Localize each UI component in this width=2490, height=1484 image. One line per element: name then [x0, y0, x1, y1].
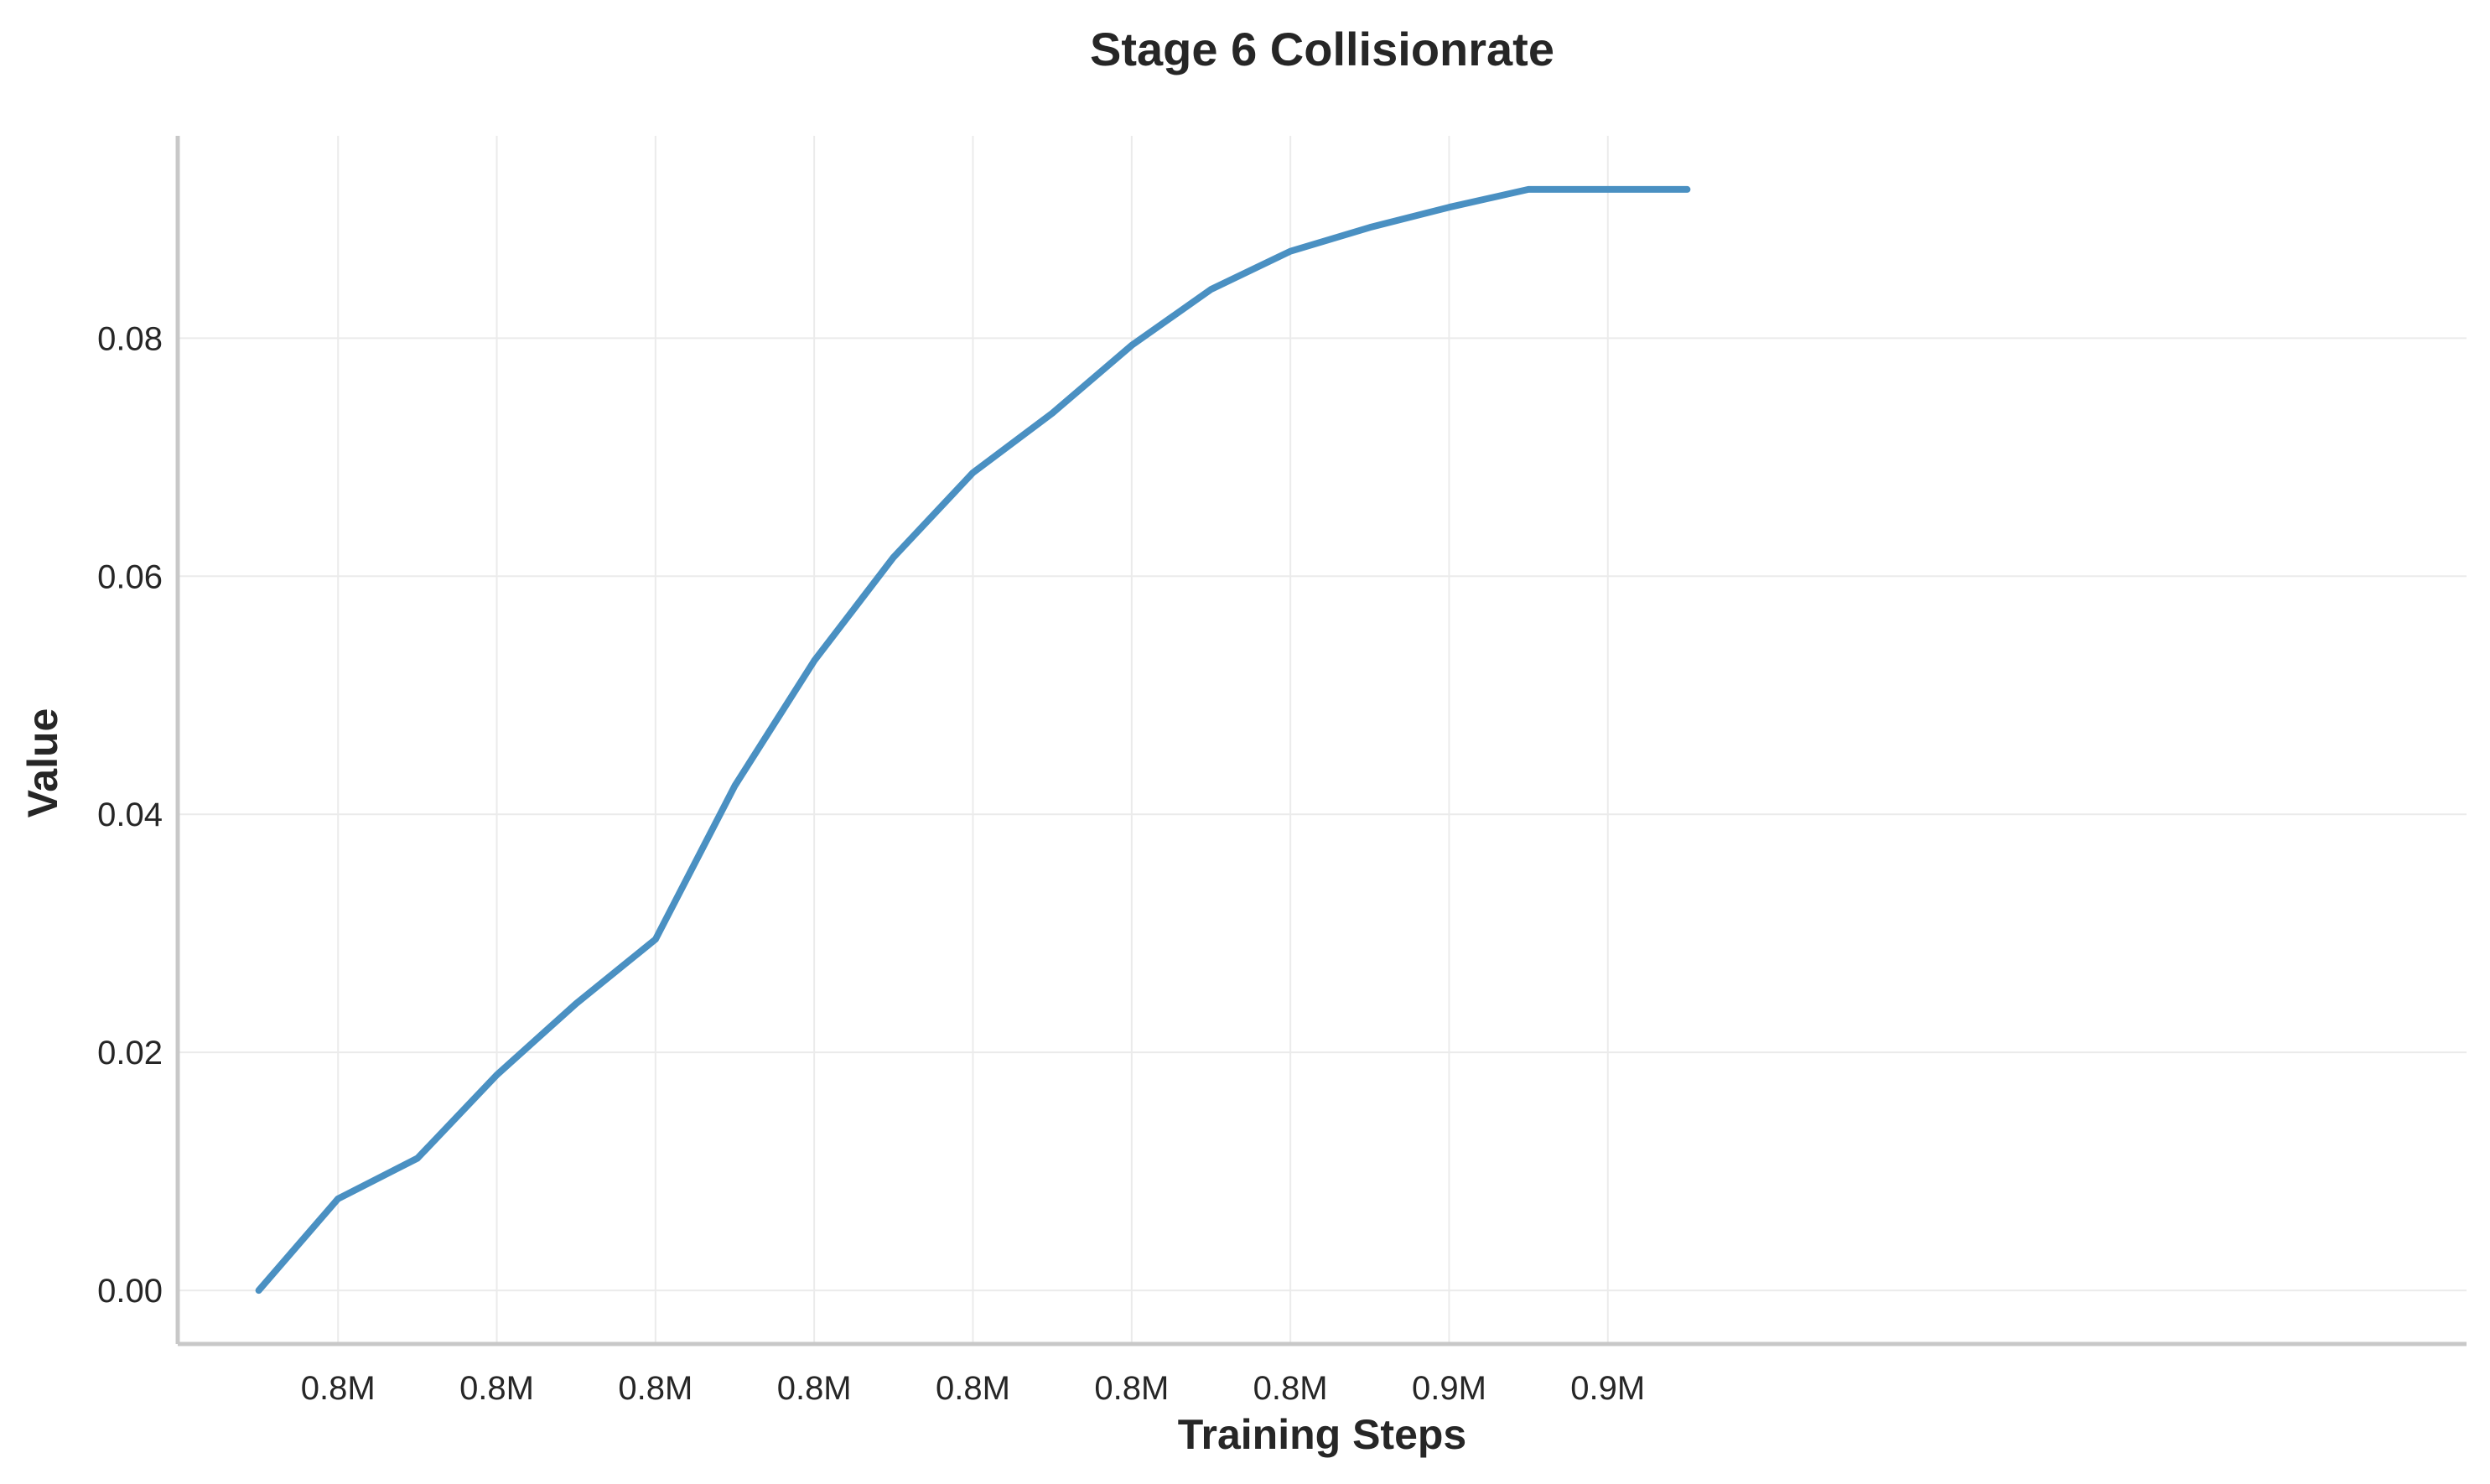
x-tick-labels: 0.8M 0.8M 0.8M 0.8M 0.8M 0.8M 0.8M 0.9M 0.9M: [301, 1370, 1646, 1407]
y-tick-labels: 0.00 0.02 0.04 0.06 0.08: [97, 320, 163, 1310]
chart-title: Stage 6 Collisionrate: [1090, 23, 1554, 75]
y-tick-label-3: 0.06: [97, 558, 163, 595]
y-tick-label-2: 0.04: [97, 796, 163, 833]
y-tick-label-0: 0.00: [97, 1273, 163, 1310]
x-tick-label-0: 0.8M: [301, 1370, 376, 1407]
x-tick-label-2: 0.8M: [618, 1370, 693, 1407]
x-tick-label-1: 0.8M: [459, 1370, 534, 1407]
series-layer: [255, 185, 1691, 1295]
y-tick-label-1: 0.02: [97, 1035, 163, 1071]
x-tick-label-4: 0.8M: [936, 1370, 1010, 1407]
x-tick-label-3: 0.8M: [777, 1370, 852, 1407]
grid: [178, 136, 2467, 1344]
y-axis-label: Value: [19, 708, 66, 818]
x-tick-label-6: 0.8M: [1253, 1370, 1328, 1407]
x-tick-label-5: 0.8M: [1094, 1370, 1169, 1407]
x-axis-label: Training Steps: [1178, 1411, 1467, 1458]
x-tick-label-8: 0.9M: [1570, 1370, 1645, 1407]
y-tick-label-4: 0.08: [97, 320, 163, 357]
x-tick-label-7: 0.9M: [1412, 1370, 1486, 1407]
series-line-0: [255, 185, 1691, 1295]
